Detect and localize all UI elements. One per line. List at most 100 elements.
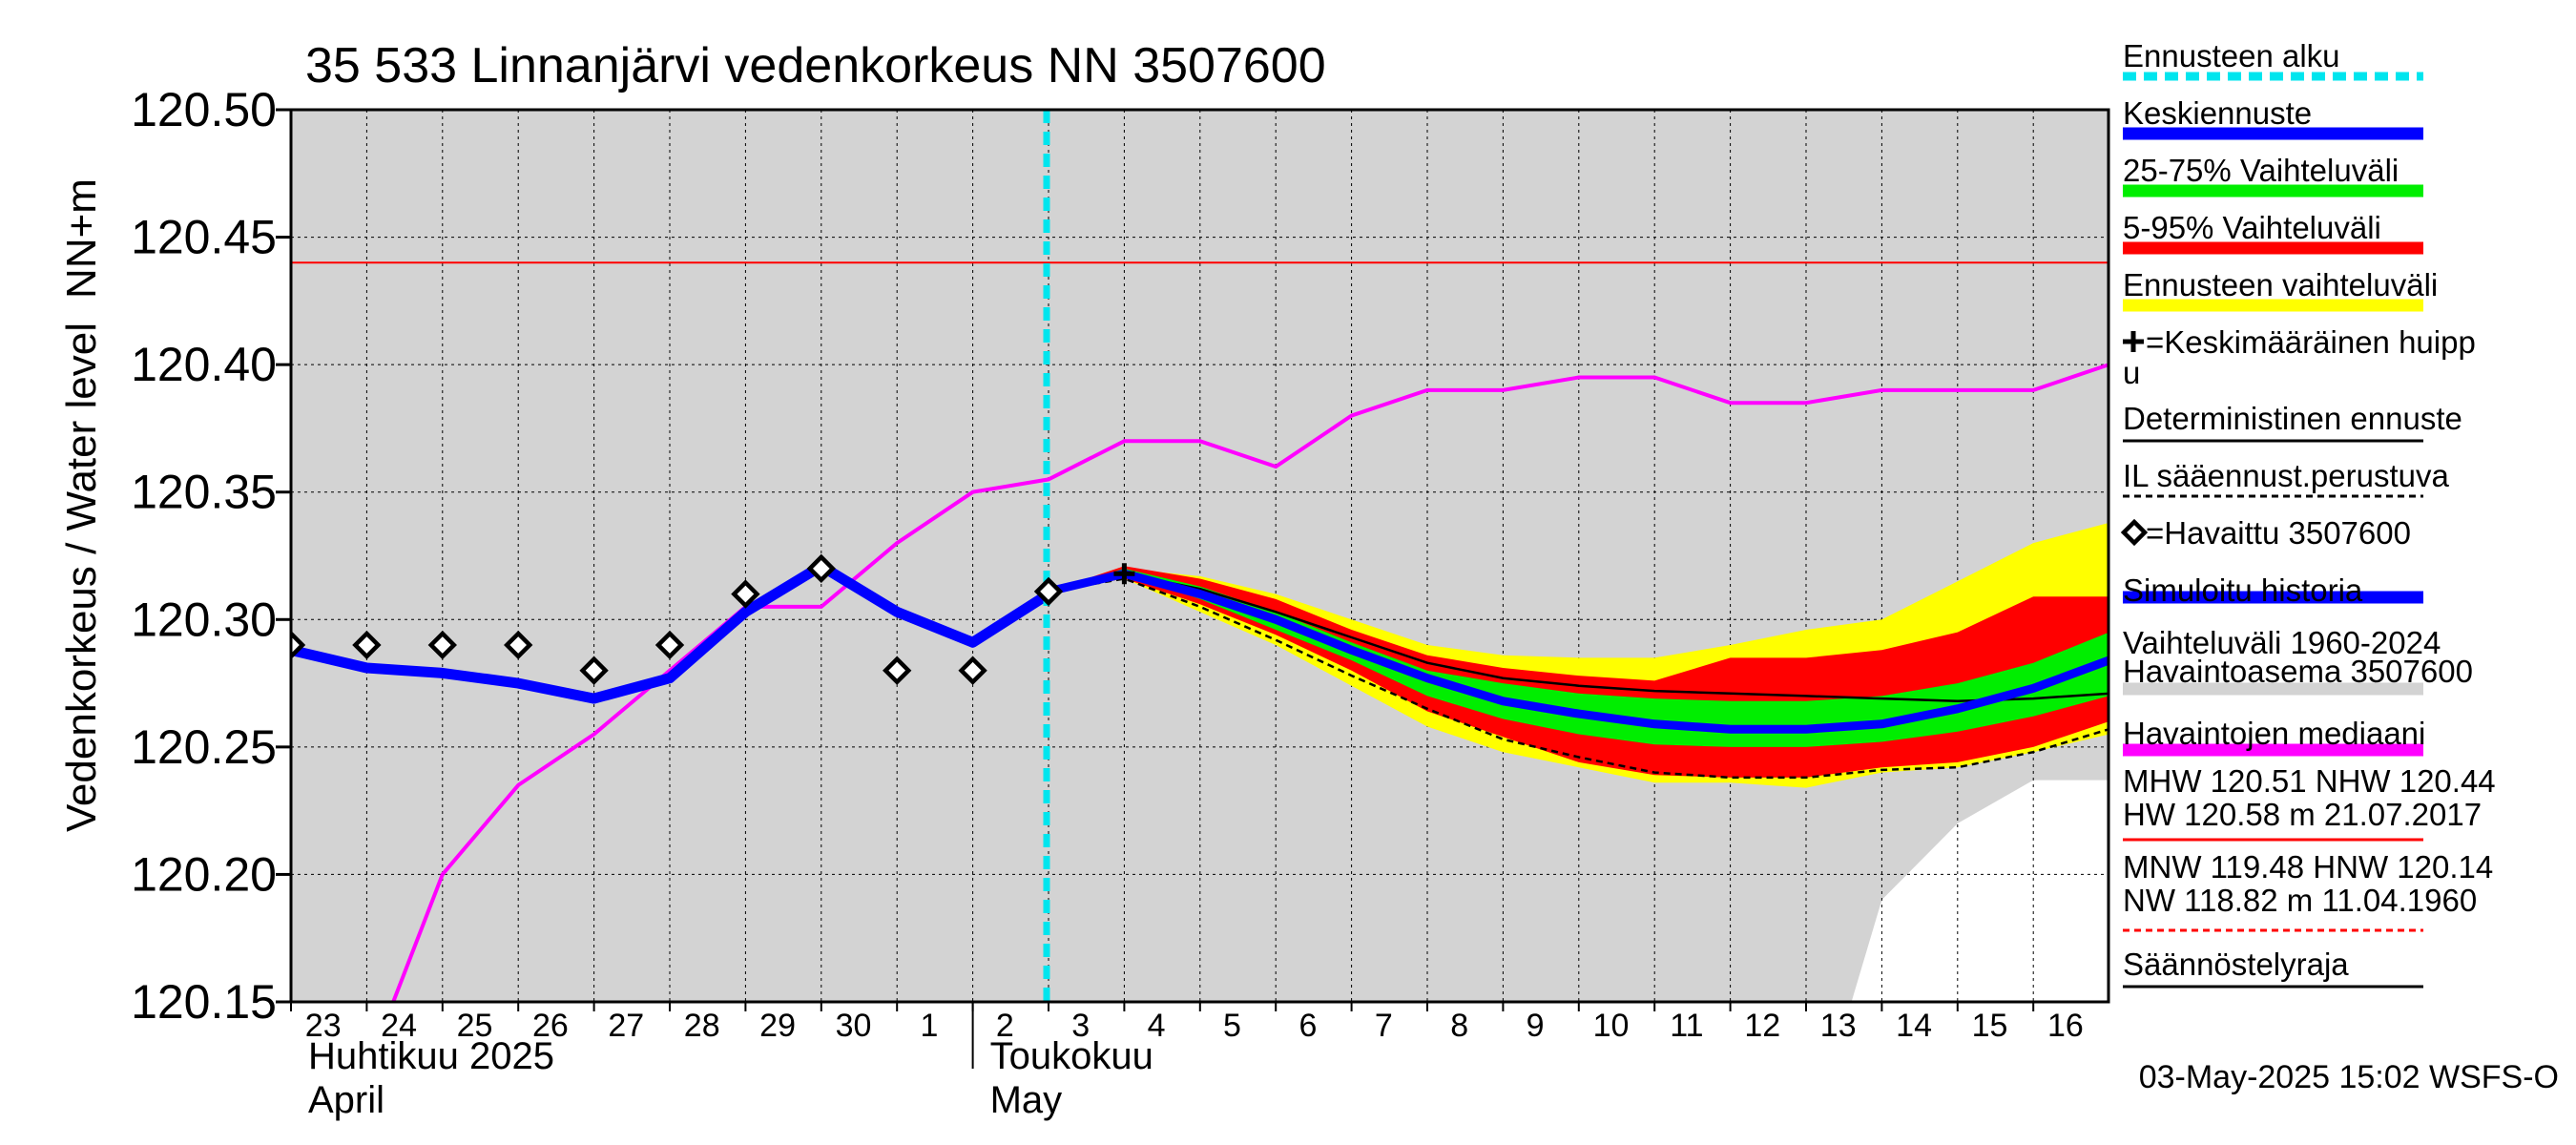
legend-item: Ennusteen vaihteluväli	[2123, 267, 2438, 312]
legend-label-line2: u	[2123, 355, 2140, 390]
x-tick-label: 14	[1896, 1008, 1932, 1044]
month-label-fi: Huhtikuu 2025	[308, 1035, 554, 1077]
y-tick-label: 120.40	[131, 338, 277, 391]
legend-plus-symbol	[2123, 331, 2144, 352]
observed-point	[731, 579, 760, 609]
plot-area	[291, 110, 2109, 1002]
legend-label: Säännöstelyraja	[2123, 947, 2349, 982]
x-tick-label: 1	[920, 1008, 938, 1044]
legend-label: Havaintojen mediaani	[2123, 716, 2425, 751]
x-axis: 23 24 25 26 27 28 29 30 1 2 3 4 5 6 7 8 9 10 11 12 13 14 15 16H…	[290, 1002, 2084, 1121]
simulated-history-line	[291, 560, 1051, 704]
x-tick-label: 10	[1593, 1008, 1630, 1044]
mean-peak-marker	[1113, 563, 1135, 585]
legend-item: Vaihteluväli 1960-2024 Havaintoasema 350…	[2123, 625, 2473, 696]
x-tick-label: 26	[532, 1008, 569, 1044]
p25-p75-band	[1049, 568, 2109, 747]
x-tick-label: 24	[381, 1008, 417, 1044]
legend-item: Säännöstelyraja	[2123, 947, 2423, 989]
deterministic-forecast-line	[1048, 572, 2109, 703]
legend-label: 5-95% Vaihteluväli	[2123, 210, 2381, 245]
x-tick-label: 5	[1223, 1008, 1241, 1044]
x-tick-label: 11	[1670, 1008, 1703, 1044]
x-tick-label: 28	[684, 1008, 720, 1044]
x-tick-label: 16	[2047, 1008, 2084, 1044]
y-tick-label: 120.15	[131, 975, 277, 1029]
observed-point	[427, 630, 457, 660]
legend-item: Simuloitu historia	[2123, 572, 2423, 608]
legend-item: Deterministinen ennuste	[2123, 401, 2462, 443]
chart-title: 35 533 Linnanjärvi vedenkorkeus NN 35076…	[305, 38, 1326, 94]
x-tick-label: 2	[996, 1008, 1014, 1044]
legend-label: IL sääennust.perustuva	[2123, 458, 2449, 493]
series-lines-layer	[291, 110, 2109, 1002]
x-tick-label: 3	[1071, 1008, 1090, 1044]
legend-label: =Keskimääräinen huipp	[2146, 324, 2476, 360]
month-label-en: April	[308, 1079, 384, 1121]
y-tick-label: 120.45	[131, 211, 277, 264]
legend-item: =Havaittu 3507600	[2120, 515, 2411, 551]
weather-based-forecast-line	[1048, 577, 2109, 780]
legend-label: MNW 119.48 HNW 120.14	[2123, 849, 2493, 885]
mean-forecast-line	[1047, 569, 2109, 734]
month-label-fi: Toukokuu	[990, 1035, 1153, 1077]
x-tick-label: 7	[1375, 1008, 1393, 1044]
markers-layer	[291, 553, 1135, 685]
y-tick-label: 120.50	[131, 83, 277, 136]
legend-label: Simuloitu historia	[2123, 572, 2363, 608]
x-tick-label: 12	[1744, 1008, 1780, 1044]
legend-label: 25-75% Vaihteluväli	[2123, 153, 2399, 188]
legend-item: Keskiennuste	[2123, 95, 2423, 140]
observed-point	[654, 630, 685, 660]
legend-label: Keskiennuste	[2123, 95, 2312, 131]
x-tick-label: 13	[1820, 1008, 1857, 1044]
observed-point	[291, 630, 306, 660]
legend-label-line2: Havaintoasema 3507600	[2123, 654, 2473, 689]
observed-point	[1033, 576, 1064, 607]
footer-timestamp: 03-May-2025 15:02 WSFS-O	[2139, 1059, 2559, 1095]
observed-point	[958, 656, 987, 685]
x-tick-label: 29	[759, 1008, 796, 1044]
y-axis-title: Vedenkorkeus / Water level NN+m	[58, 178, 105, 832]
x-tick-label: 27	[608, 1008, 644, 1044]
x-tick-label: 6	[1298, 1008, 1317, 1044]
x-tick-label: 23	[305, 1008, 342, 1044]
observed-point	[352, 630, 382, 660]
y-tick-label: 120.20	[131, 847, 277, 901]
y-tick-label: 120.25	[131, 720, 277, 774]
y-tick-label: 120.30	[131, 593, 277, 646]
legend-label: MHW 120.51 NHW 120.44	[2123, 763, 2496, 799]
x-tick-label: 15	[1972, 1008, 2008, 1044]
legend-label-line2: HW 120.58 m 21.07.2017	[2123, 797, 2482, 832]
legend-label: Ennusteen vaihteluväli	[2123, 267, 2438, 302]
legend-item: Havaintojen mediaani	[2123, 716, 2425, 757]
legend-item: 5-95% Vaihteluväli	[2123, 210, 2423, 255]
legend-label: Ennusteen alku	[2123, 38, 2340, 73]
x-tick-label: 25	[457, 1008, 493, 1044]
x-tick-label: 8	[1450, 1008, 1468, 1044]
y-axis: 120.50 120.45 120.40 120.35 120.30 120.25 120.…	[131, 83, 291, 1029]
legend-item: Ennusteen alku	[2123, 38, 2423, 81]
legend: Ennusteen alku Keskiennuste 25-75% Vaihtel…	[2120, 38, 2496, 989]
x-tick-label: 4	[1148, 1008, 1166, 1044]
legend-label-line2: NW 118.82 m 11.04.1960	[2123, 883, 2477, 918]
x-tick-label: 30	[836, 1008, 872, 1044]
legend-item: IL sääennust.perustuva	[2123, 458, 2449, 498]
observed-point	[806, 553, 836, 584]
y-axis-unit: NN+m	[58, 178, 105, 299]
legend-label: Vaihteluväli 1960-2024	[2123, 625, 2441, 660]
observed-point	[504, 630, 533, 660]
y-axis-label: Vedenkorkeus / Water level	[58, 323, 105, 832]
legend-label: Deterministinen ennuste	[2123, 401, 2462, 436]
y-tick-label: 120.35	[131, 466, 277, 519]
x-tick-label: 9	[1527, 1008, 1545, 1044]
observed-point	[883, 656, 912, 685]
observed-point	[579, 656, 609, 685]
legend-item: 25-75% Vaihteluväli	[2123, 153, 2423, 198]
legend-diamond-symbol	[2120, 518, 2149, 547]
grid-layer	[291, 110, 2109, 1002]
